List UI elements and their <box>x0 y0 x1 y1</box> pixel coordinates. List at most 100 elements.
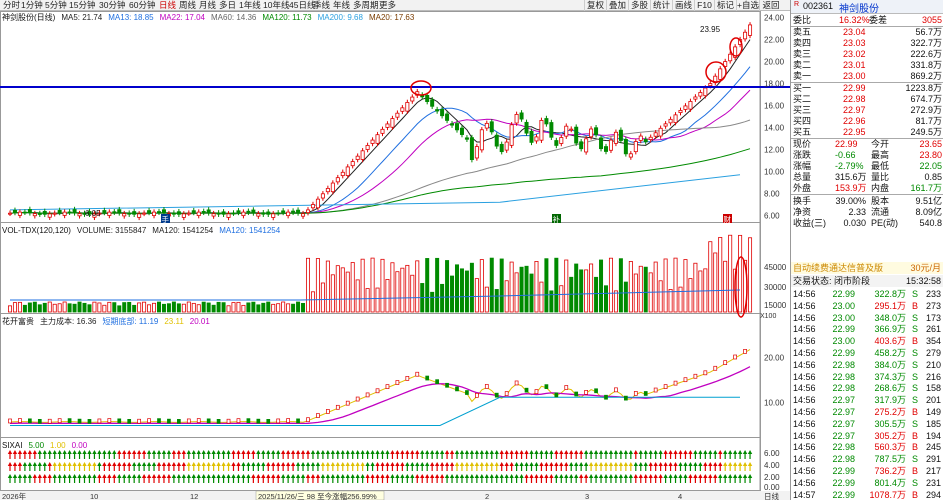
volume-bar <box>325 260 330 313</box>
indicator-candle <box>723 360 728 365</box>
tick-row: 14:56 22.98 268.6万 S 158 <box>791 382 943 394</box>
candle <box>296 207 301 216</box>
signal-arrow-icon <box>305 474 311 483</box>
period-tab-13[interactable]: 季线 <box>313 0 331 10</box>
stat-row-cell: 153.9万 <box>835 183 867 193</box>
candle <box>315 196 320 211</box>
toolbar-button-6[interactable]: 标记 <box>714 0 736 11</box>
signal-arrow-icon <box>593 462 599 471</box>
volume-bar <box>191 302 196 313</box>
indicator-candle <box>57 418 62 424</box>
candle <box>350 158 355 169</box>
signal-arrow-icon <box>92 462 97 471</box>
volume-bar <box>544 258 549 313</box>
indicator-candle <box>226 418 231 424</box>
signal-arrow-icon <box>653 462 658 471</box>
volume-bar <box>52 303 57 313</box>
signal-arrow-icon <box>77 474 82 483</box>
signal-arrow-icon <box>713 450 718 459</box>
period-tab-3[interactable]: 15分钟 <box>69 0 96 10</box>
indicator-candle <box>445 382 449 388</box>
ask-row-cell: 56.7万 <box>915 27 942 37</box>
indicator-candle <box>534 389 539 394</box>
volume-bar <box>161 303 166 313</box>
candle <box>57 207 62 216</box>
signal-arrow-icon <box>211 462 216 471</box>
period-tab-10[interactable]: 1年线 <box>239 0 261 10</box>
period-tab-15[interactable]: 多周期 <box>353 0 379 10</box>
signal-arrow-icon <box>559 474 564 483</box>
legend-title: VOL-TDX(120,120) <box>2 226 71 235</box>
signal-arrow-icon <box>146 474 152 483</box>
signal-arrow-icon <box>633 474 638 483</box>
period-tab-9[interactable]: 多日 <box>219 0 237 10</box>
signal-arrow-icon <box>708 450 713 459</box>
volume-bar <box>395 271 400 313</box>
volume-bar <box>82 302 87 313</box>
bid-row-cell: 81.7万 <box>915 116 942 126</box>
toolbar-button-1[interactable]: 叠加 <box>606 0 628 11</box>
period-tab-11[interactable]: 10年线 <box>263 0 290 10</box>
indicator-candle <box>127 418 132 424</box>
signal-arrow-icon <box>603 450 609 459</box>
signal-arrow-icon <box>285 462 291 471</box>
indicator-candle <box>643 391 648 396</box>
event-marker-icon[interactable] <box>161 214 170 223</box>
signal-arrow-icon <box>514 462 519 471</box>
signal-arrow-icon <box>166 450 172 459</box>
chart-area[interactable]: 23.956.05手补财24.0022.0020.0018.0016.0014.… <box>0 0 790 500</box>
period-tab-12[interactable]: 45日线 <box>289 0 316 10</box>
divider <box>791 138 943 139</box>
tick-price: 22.99 <box>832 466 855 476</box>
toolbar-button-4[interactable]: 画线 <box>672 0 694 11</box>
volume-bar <box>430 291 435 313</box>
period-tab-0[interactable]: 分时 <box>3 0 21 10</box>
tick-row: 14:56 22.99 736.2万 B 217 <box>791 465 943 477</box>
event-marker-icon[interactable] <box>552 214 561 223</box>
event-marker-icon[interactable] <box>723 214 732 223</box>
period-tab-16[interactable]: 更多 <box>379 0 397 10</box>
event-marker-label: 手 <box>162 214 170 224</box>
period-tab-4[interactable]: 30分钟 <box>99 0 126 10</box>
indicator-candle <box>624 395 628 401</box>
tick-volume: 787.5万 <box>874 454 906 465</box>
volume-bar <box>97 302 102 313</box>
signal-arrow-icon <box>251 450 256 459</box>
volume-bar <box>643 266 648 313</box>
signal-arrow-icon <box>256 450 261 459</box>
signal-arrow-icon <box>633 462 638 471</box>
ma-line-60 <box>9 119 751 214</box>
period-tab-2[interactable]: 5分钟 <box>45 0 67 10</box>
period-tab-8[interactable]: 月线 <box>199 0 217 10</box>
period-tab-5[interactable]: 60分钟 <box>129 0 156 10</box>
signal-arrow-icon <box>633 450 638 459</box>
toolbar-button-2[interactable]: 多股 <box>628 0 650 11</box>
toolbar-button-7[interactable]: +自选 <box>736 0 759 11</box>
signal-arrow-icon <box>439 474 445 483</box>
candle <box>425 92 430 105</box>
promo-bar[interactable]: 自动续费通达信普及版 30元/月 <box>791 262 943 274</box>
tick-volume: 268.6万 <box>874 383 906 394</box>
volume-bar <box>241 304 246 313</box>
toolbar-button-0[interactable]: 复权 <box>584 0 606 11</box>
toolbar-button-3[interactable]: 统计 <box>650 0 672 11</box>
signal-arrow-icon <box>117 450 122 459</box>
period-tab-7[interactable]: 周线 <box>179 0 197 10</box>
stat-row-cell: 22.05 <box>919 161 942 171</box>
toolbar-button-5[interactable]: F10 <box>694 0 714 11</box>
signal-arrow-icon <box>276 450 281 459</box>
toolbar-button-8[interactable]: 返回 <box>759 0 782 11</box>
period-tab-14[interactable]: 年线 <box>333 0 351 10</box>
signal-arrow-icon <box>335 474 340 483</box>
signal-arrow-icon <box>425 450 430 459</box>
volume-bar <box>42 302 47 313</box>
signal-arrow-icon <box>57 450 62 459</box>
tick-time: 14:56 <box>793 454 816 465</box>
signal-arrow-icon <box>122 462 127 471</box>
period-tab-1[interactable]: 1分钟 <box>21 0 43 10</box>
signal-arrow-icon <box>146 462 152 471</box>
period-tab-6[interactable]: 日线 <box>159 0 177 10</box>
tick-side: S <box>911 324 918 335</box>
signal-arrow-icon <box>574 474 579 483</box>
stock-name[interactable]: 神剑股份 <box>839 4 879 15</box>
